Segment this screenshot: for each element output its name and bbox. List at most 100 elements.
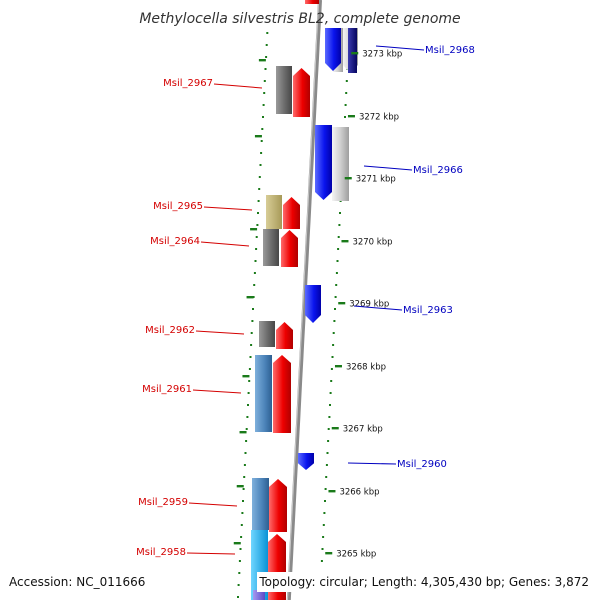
gene-label-msil-2958: Msil_2958 xyxy=(136,547,186,558)
gene-arrow xyxy=(281,230,298,267)
gene-block xyxy=(259,321,275,347)
inner-boundary-dot xyxy=(331,356,334,358)
major-tick xyxy=(328,490,336,493)
tick-label: 3266 kbp xyxy=(339,488,379,498)
outer-boundary-dot xyxy=(249,356,252,358)
tick-label: 3265 kbp xyxy=(336,550,376,560)
outer-boundary-dot xyxy=(245,440,248,442)
gene-block xyxy=(332,127,349,201)
outer-boundary-dot xyxy=(255,236,258,238)
outer-boundary-dot xyxy=(244,452,247,454)
outer-boundary-dot xyxy=(263,80,266,82)
gene-labels: Msil_2968 Msil_2967 Msil_2966 Msil_2965 Msil… xyxy=(136,45,475,558)
inner-boundary-dot xyxy=(323,512,326,514)
outer-boundary-dot xyxy=(250,344,253,346)
gene-block-partial xyxy=(253,590,265,600)
inner-boundary-dot xyxy=(339,212,341,214)
inner-boundary-dot xyxy=(335,284,338,286)
gene-label-msil-2960: Msil_2960 xyxy=(397,459,447,470)
gene-label-msil-2959: Msil_2959 xyxy=(138,497,188,508)
outer-boundary-dot xyxy=(241,512,244,514)
outer-boundary-dot xyxy=(256,224,259,226)
gene-block xyxy=(266,195,282,229)
minor-tick xyxy=(254,135,262,138)
inner-boundary-dot xyxy=(321,548,324,550)
minor-tick xyxy=(258,59,266,62)
major-tick xyxy=(344,177,352,180)
inner-boundary-dot xyxy=(322,524,325,526)
major-tick xyxy=(341,240,349,243)
gene-arrow-partial xyxy=(305,0,319,4)
gene-block xyxy=(276,66,292,114)
inner-boundary-dot xyxy=(330,368,333,370)
outer-boundary-dot xyxy=(239,548,242,550)
gene-leader-line xyxy=(195,330,245,335)
scale-ticks: 3273 kbp 3272 kbp 3271 kbp 3270 kbp 3269 kbp… xyxy=(233,50,402,560)
outer-boundary-dot xyxy=(258,176,261,178)
outer-boundary-dot xyxy=(258,188,261,190)
genome-axis xyxy=(286,0,322,600)
outer-boundary-dot xyxy=(257,200,260,202)
inner-boundary-dot xyxy=(325,476,328,478)
outer-boundary-dot xyxy=(238,560,241,562)
inner-boundary-dot xyxy=(329,404,331,406)
gene-leader-line xyxy=(375,45,425,51)
tick-label: 3270 kbp xyxy=(352,238,392,248)
major-tick xyxy=(351,52,359,55)
gene-label-msil-2964: Msil_2964 xyxy=(150,236,200,247)
minor-tick xyxy=(239,431,247,434)
gene-label-msil-2963: Msil_2963 xyxy=(403,305,453,316)
outer-boundary-dot xyxy=(254,260,257,262)
outer-boundary-dot xyxy=(250,332,253,334)
gene-label-msil-2966: Msil_2966 xyxy=(413,165,463,176)
outer-boundary-dot xyxy=(266,32,269,34)
inner-boundary-dot xyxy=(328,416,331,418)
map-title: Methylocella silvestris BL2, complete ge… xyxy=(139,11,460,27)
outer-boundary-dot xyxy=(237,596,239,598)
inner-boundary-dot xyxy=(338,224,341,226)
outer-boundary-dot xyxy=(246,416,249,418)
outer-boundary-dot xyxy=(263,92,266,94)
gene-arrow xyxy=(305,285,321,323)
outer-boundary-dot xyxy=(259,164,262,166)
outer-boundary-dot xyxy=(260,152,263,154)
gene-block xyxy=(263,229,279,266)
gene-label-msil-2962: Msil_2962 xyxy=(145,325,195,336)
minor-tick xyxy=(236,485,244,488)
gene-label-msil-2965: Msil_2965 xyxy=(153,201,203,212)
major-tick xyxy=(334,365,342,368)
outer-boundary-dot xyxy=(253,284,256,286)
tick-label: 3268 kbp xyxy=(346,363,386,373)
gene-label-msil-2961: Msil_2961 xyxy=(142,384,192,395)
outer-boundary-dot xyxy=(238,572,241,574)
inner-boundary-dot xyxy=(345,80,348,82)
gene-leader-line xyxy=(203,206,253,211)
inner-boundary-dot xyxy=(334,296,337,298)
major-tick xyxy=(338,302,346,305)
outer-boundary-dot xyxy=(265,56,268,58)
gene-leader-line xyxy=(186,552,236,555)
inner-boundary-dot xyxy=(337,236,340,238)
gene-leader-line xyxy=(353,305,403,311)
inner-boundary-dot xyxy=(344,116,346,118)
outer-boundary-dot xyxy=(247,392,250,394)
outer-boundary-dot xyxy=(237,584,240,586)
outer-boundary-dot xyxy=(245,428,248,430)
gene-arrow xyxy=(283,197,300,229)
inner-boundary-dot xyxy=(336,260,339,262)
minor-tick xyxy=(246,296,254,299)
gene-leader-line xyxy=(188,502,238,507)
gene-arrow xyxy=(298,453,314,470)
gene-leader-line xyxy=(192,389,242,394)
inner-boundary-dot xyxy=(337,248,340,250)
gene-arrow xyxy=(276,322,293,349)
track-boundary-dots xyxy=(237,32,351,598)
topology-text: Topology: circular; Length: 4,305,430 bp… xyxy=(257,572,589,592)
outer-boundary-dot xyxy=(243,464,246,466)
outer-boundary-dot xyxy=(261,128,264,130)
gene-leader-line xyxy=(213,83,263,89)
outer-boundary-dot xyxy=(248,380,251,382)
gene-leader-line xyxy=(347,462,397,465)
inner-boundary-dot xyxy=(322,536,325,538)
